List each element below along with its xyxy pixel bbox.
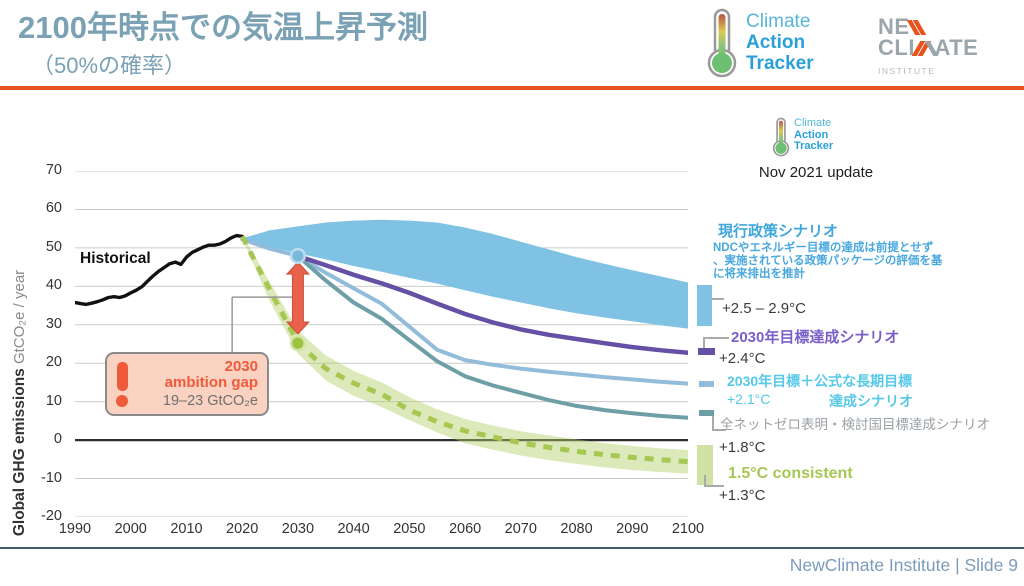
legend-swatch-2030-targets <box>698 348 715 355</box>
legend-1p5-title: 1.5°C consistent <box>728 465 853 482</box>
legend-connector <box>712 416 714 430</box>
cat-logo-word-tracker: Tracker <box>794 140 834 152</box>
legend-swatch-long-term <box>699 381 714 387</box>
update-date-label: Nov 2021 update <box>758 164 874 181</box>
thermometer-icon <box>706 8 738 83</box>
legend-2030-targets-title: 2030年目標達成シナリオ <box>731 329 900 346</box>
exclamation-icon <box>107 361 137 407</box>
x-tick-label: 2010 <box>170 521 203 537</box>
x-tick-label: 2020 <box>226 521 259 537</box>
legend-swatch-current-policies <box>697 285 712 326</box>
legend-net-zero-temp: +1.8°C <box>719 439 766 456</box>
page-title: 2100年時点での気温上昇予測 <box>18 10 428 45</box>
legend-desc-line: NDCやエネルギー目標の達成は前提とせず <box>713 242 934 254</box>
x-tick-label: 2070 <box>504 521 537 537</box>
cat-logo-word-action: Action <box>794 128 829 141</box>
footer-divider <box>0 547 1024 549</box>
historical-label: Historical <box>80 250 151 267</box>
climate-action-tracker-logo: Climate Action Tracker <box>706 8 814 83</box>
nc-logo-ate: ATE <box>934 35 979 60</box>
y-tick-label: 70 <box>45 162 62 178</box>
x-tick-label: 2050 <box>393 521 426 537</box>
legend-connector <box>703 337 705 349</box>
gap-year: 2030 <box>224 358 258 375</box>
legend-desc-line: に将来排出を推計 <box>713 268 805 280</box>
plot-canvas <box>75 171 688 517</box>
page-subtitle: （50%の確率） <box>32 53 187 78</box>
y-tick-label: 10 <box>45 392 62 409</box>
legend-net-zero-title: 全ネットゼロ表明・検討国目標達成シナリオ <box>720 417 990 432</box>
cat-logo-word-climate: Climate <box>794 117 832 129</box>
legend-connector <box>712 429 726 431</box>
legend-current-policies-temp: +2.5 – 2.9°C <box>722 300 806 317</box>
legend-swatch-net-zero <box>699 410 714 416</box>
cat-logo-word-climate: Climate <box>746 11 811 32</box>
legend-long-term-title2: 達成シナリオ <box>829 393 913 409</box>
legend-connector <box>703 337 729 339</box>
ambition-gap-callout: 2030 ambition gap 19–23 GtCO₂e <box>105 352 269 416</box>
y-axis-title-main: Global GHG emissions <box>11 368 28 537</box>
gap-value: 19–23 GtCO₂e <box>162 393 258 409</box>
y-tick-label: 0 <box>53 431 62 448</box>
x-tick-label: 2030 <box>281 521 315 537</box>
x-tick-label: 2040 <box>337 521 370 537</box>
x-tick-label: 2060 <box>448 521 482 537</box>
nc-logo-cli: CLI <box>878 35 915 60</box>
cat-logo-word-tracker: Tracker <box>746 53 814 74</box>
x-tick-label: 2100 <box>671 521 705 537</box>
legend-connector <box>712 298 724 300</box>
legend-long-term-title: 2030年目標＋公式な長期目標 <box>727 373 913 389</box>
emissions-chart: Global GHG emissions GtCO₂e / year Histo… <box>0 100 1024 540</box>
thermometer-icon <box>772 116 790 163</box>
newclimate-institute-logo: NE CLI ATE INSTITUTE <box>878 16 978 82</box>
climate-action-tracker-logo-small: Climate Action Tracker <box>772 116 833 163</box>
legend-long-term-row2: +2.1°C 達成シナリオ <box>727 391 913 411</box>
y-tick-label: -20 <box>41 508 62 524</box>
y-axis-title-unit: GtCO₂e / year <box>11 269 28 365</box>
gap-title: ambition gap <box>164 374 258 391</box>
x-tick-label: 2090 <box>616 521 649 537</box>
legend-current-policies-desc: NDCやエネルギー目標の達成は前提とせず 、実施されている政策パッケージの評価を… <box>713 242 942 281</box>
legend-connector <box>704 475 706 486</box>
footer-slide-label: NewClimate Institute | Slide 9 <box>789 555 1018 575</box>
y-tick-label: -10 <box>41 469 62 486</box>
x-tick-label: 2080 <box>560 521 593 537</box>
nc-logo-ne: NE <box>878 14 910 39</box>
y-tick-label: 40 <box>45 277 62 294</box>
y-tick-label: 50 <box>45 238 62 255</box>
y-tick-label: 20 <box>45 354 62 371</box>
nc-logo-institute: INSTITUTE <box>878 66 936 76</box>
legend-2030-targets-temp: +2.4°C <box>719 350 766 367</box>
legend-swatch-1p5 <box>697 445 713 485</box>
cat-logo-word-action: Action <box>746 32 806 53</box>
legend-1p5-temp: +1.3°C <box>719 487 766 504</box>
legend-long-term-temp: +2.1°C <box>727 391 771 407</box>
y-axis-title: Global GHG emissions GtCO₂e / year <box>11 238 29 568</box>
x-tick-label: 1990 <box>58 521 92 537</box>
legend-current-policies-title: 現行政策シナリオ <box>718 223 839 240</box>
legend-connector <box>704 485 724 487</box>
header-divider <box>0 86 1024 90</box>
y-tick-label: 60 <box>45 200 62 217</box>
legend-desc-line: 、実施されている政策パッケージの評価を基 <box>713 255 943 267</box>
x-tick-label: 2000 <box>114 521 147 537</box>
y-tick-label: 30 <box>45 315 62 332</box>
